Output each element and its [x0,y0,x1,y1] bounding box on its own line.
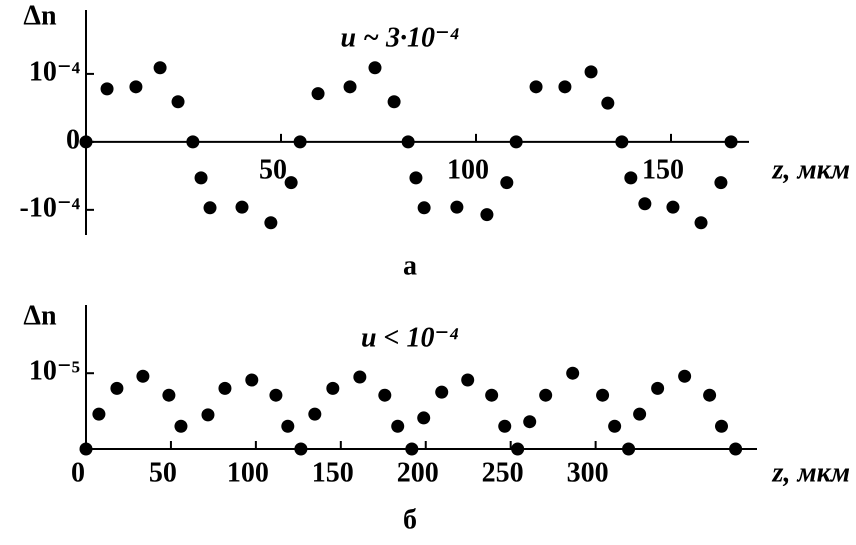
x-tick-label: 0 [71,457,85,488]
y-axis-label: Δn [23,300,57,331]
point [729,442,743,456]
point [435,385,449,399]
point [511,442,525,456]
point [235,200,249,214]
annotation: u ~ 3·10⁻⁴ [340,22,459,53]
point [387,95,401,109]
point [368,61,382,75]
point [129,80,143,94]
y-tick-label: -10⁻⁴ [20,192,81,223]
x-tick-label: 200 [397,457,439,488]
point [539,388,553,402]
point [409,171,423,185]
point [523,415,537,429]
point [311,87,325,101]
point [79,442,93,456]
point [294,442,308,456]
point [601,96,615,110]
point [153,61,167,75]
x-tick-label: 150 [642,154,684,185]
point [162,388,176,402]
caption: б [403,504,417,535]
point [714,419,728,433]
point [500,176,514,190]
point [417,201,431,215]
x-axis-label: z, мкм [772,457,850,488]
point [218,381,232,395]
y-tick-label: 0 [66,124,80,155]
point [596,388,610,402]
point [622,442,636,456]
point [638,197,652,211]
point [529,80,543,94]
point [417,411,431,425]
annotation: u < 10⁻⁴ [361,322,459,353]
point [203,201,217,215]
point [245,373,259,387]
y-tick-label: 10⁻⁴ [29,56,81,87]
x-tick-label: 100 [227,457,269,488]
point [284,176,298,190]
point [174,419,188,433]
point [308,407,322,421]
point [201,408,215,422]
point [703,388,717,402]
point [566,366,580,380]
point [194,171,208,185]
point [136,369,150,383]
point [461,373,475,387]
point [714,176,728,190]
point [264,216,278,230]
point [480,208,494,222]
point [624,171,638,185]
point [633,407,647,421]
x-axis-label: z, мкм [772,154,850,185]
point [498,419,512,433]
y-axis-label: Δn [23,0,57,31]
point [401,135,415,149]
point [678,369,692,383]
point [391,419,405,433]
point [666,200,680,214]
point [405,442,419,456]
point [92,407,106,421]
point [326,381,340,395]
point [615,135,629,149]
x-tick-label: 50 [259,154,287,185]
point [608,419,622,433]
caption: а [403,250,417,281]
point [171,95,185,109]
point [378,388,392,402]
y-tick-label: 10⁻⁵ [29,356,80,387]
point [293,135,307,149]
point [281,419,295,433]
point [694,216,708,230]
point [509,135,523,149]
point [343,80,357,94]
x-tick-label: 300 [567,457,609,488]
point [269,388,283,402]
point [485,388,499,402]
point [186,135,200,149]
point [584,65,598,79]
x-tick-label: 100 [447,154,489,185]
point [724,135,738,149]
point [100,82,114,96]
point [110,381,124,395]
x-tick-label: 50 [149,457,177,488]
point [651,381,665,395]
x-tick-label: 150 [312,457,354,488]
point [450,200,464,214]
point [558,80,572,94]
x-tick-label: 250 [482,457,524,488]
point [353,370,367,384]
point [79,135,93,149]
